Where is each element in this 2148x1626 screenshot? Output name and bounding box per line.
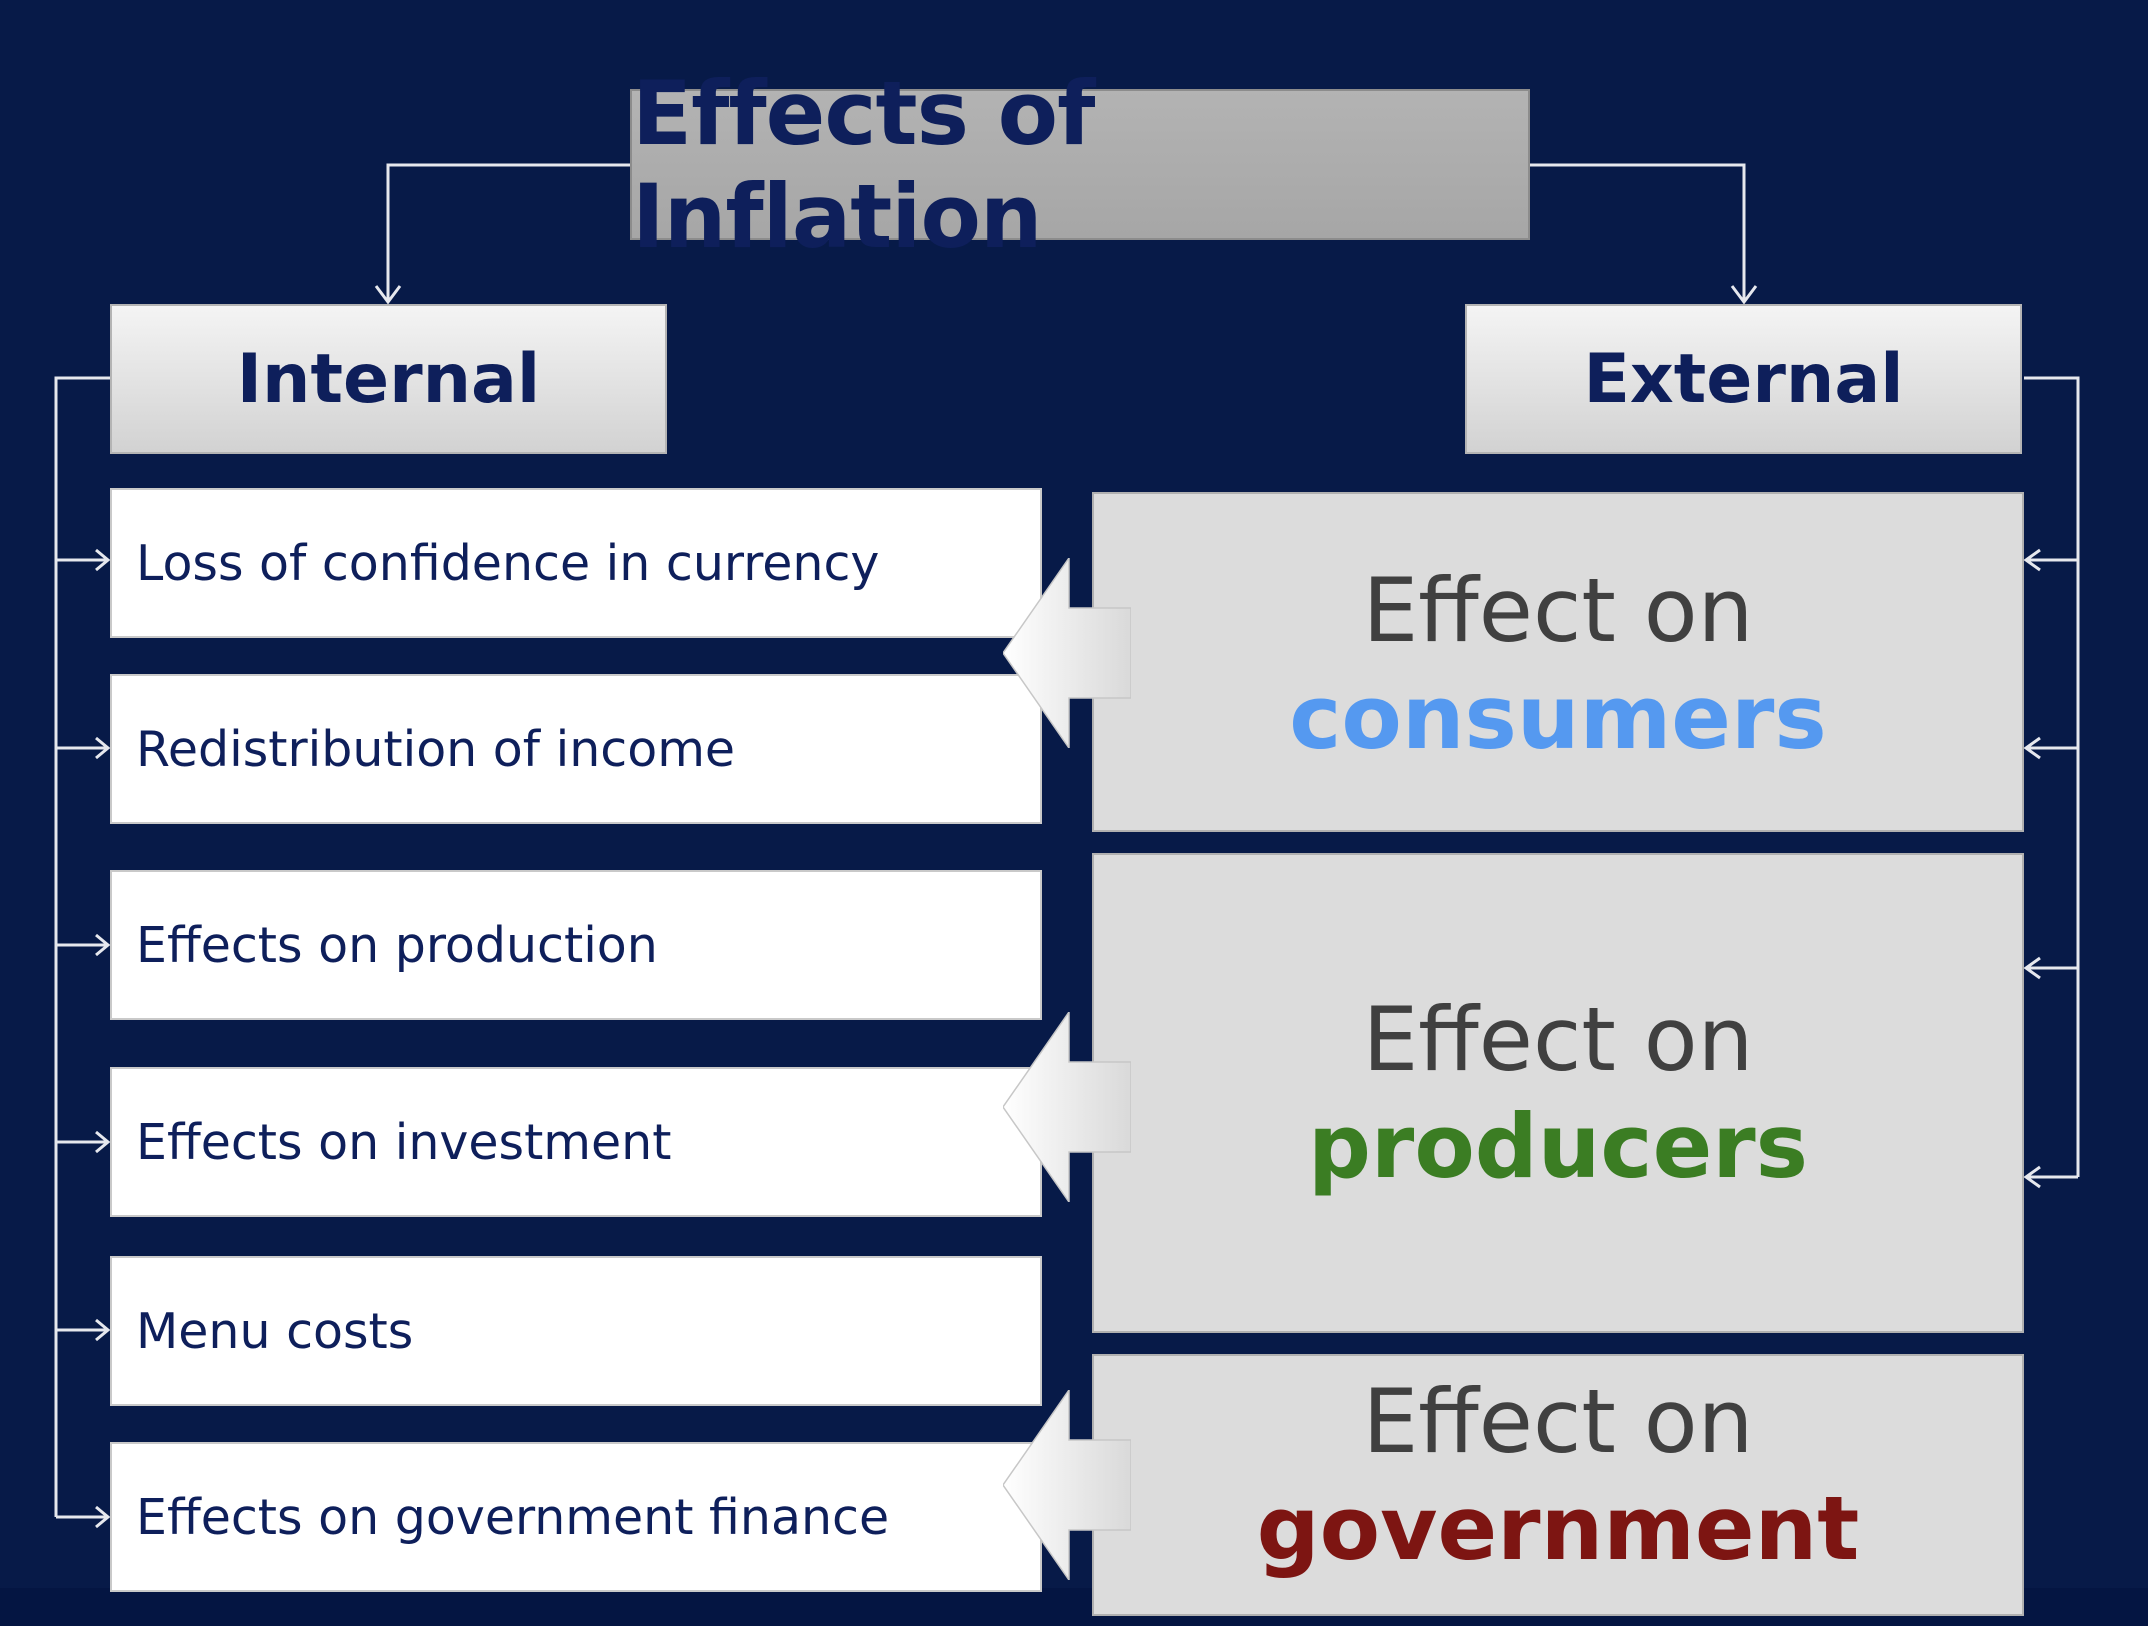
external-effect-producers: Effect on producers xyxy=(1092,853,2024,1333)
internal-branch-2 xyxy=(56,736,111,760)
effect-target-consumers: consumers xyxy=(1289,666,1827,769)
arrowhead-external xyxy=(1730,285,1758,305)
external-effect-consumers: Effect on consumers xyxy=(1092,492,2024,832)
external-branch-2 xyxy=(2023,736,2078,760)
external-branch-1 xyxy=(2023,548,2078,572)
external-branch-4 xyxy=(2023,1165,2078,1189)
internal-branch-6 xyxy=(56,1505,111,1529)
external-bracket xyxy=(2024,376,2080,1177)
external-effect-government: Effect on government xyxy=(1092,1354,2024,1616)
block-arrow-left-icon xyxy=(1003,558,1131,748)
internal-item-menu-costs: Menu costs xyxy=(110,1256,1042,1406)
internal-item-government-finance: Effects on government finance xyxy=(110,1442,1042,1592)
connector-title-internal xyxy=(386,163,630,300)
internal-branch-3 xyxy=(56,933,111,957)
internal-item-redistribution: Redistribution of income xyxy=(110,674,1042,824)
internal-branch-4 xyxy=(56,1130,111,1154)
internal-branch-1 xyxy=(56,548,111,572)
diagram-title: Effects of Inflation xyxy=(630,62,1530,268)
internal-item-production: Effects on production xyxy=(110,870,1042,1020)
block-arrow-left-icon xyxy=(1003,1012,1131,1202)
external-branch-3 xyxy=(2023,956,2078,980)
category-internal: Internal xyxy=(110,304,667,454)
category-external: External xyxy=(1465,304,2022,454)
block-arrow-left-icon xyxy=(1003,1390,1131,1580)
internal-item-loss-of-confidence: Loss of confidence in currency xyxy=(110,488,1042,638)
effect-lead-text: Effect on xyxy=(1362,558,1754,662)
internal-item-investment: Effects on investment xyxy=(110,1067,1042,1217)
internal-bracket xyxy=(54,376,110,1517)
effect-target-producers: producers xyxy=(1307,1095,1809,1198)
effect-lead-text: Effect on xyxy=(1362,1370,1754,1473)
effect-lead-text: Effect on xyxy=(1362,987,1754,1091)
internal-branch-5 xyxy=(56,1318,111,1342)
effect-target-government: government xyxy=(1256,1477,1860,1581)
connector-title-external xyxy=(1530,163,1746,300)
arrowhead-internal xyxy=(374,285,402,305)
